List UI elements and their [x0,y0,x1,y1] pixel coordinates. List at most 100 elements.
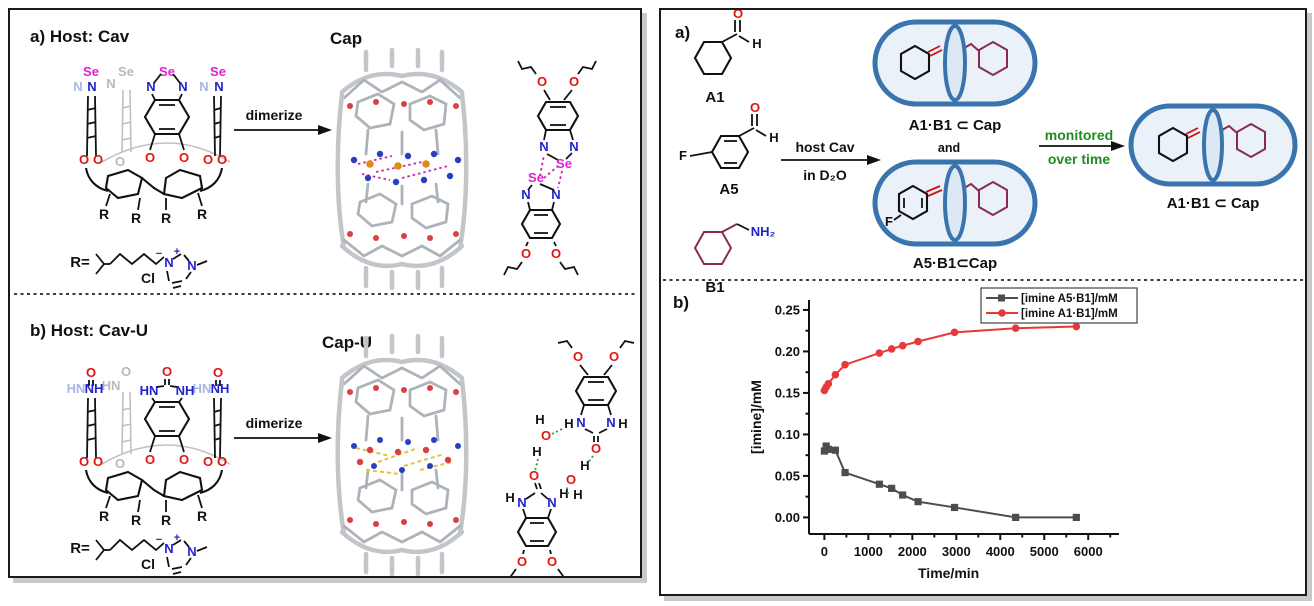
amine-b1-structure: NH₂ B1 [693,223,775,296]
hn-label: HN [140,383,159,398]
r-substituent-label: R [197,508,207,524]
ghost-hn-label: HN [102,378,121,393]
complex-a1b1-capsule: N A1·B1 ⊂ Cap [872,19,1038,134]
o-label: O [145,452,155,467]
data-point-circle [1011,324,1020,333]
r-substituent-label: R [161,512,171,528]
h-label: H [752,36,761,51]
n-label: N [576,415,585,430]
reactant-a5-label: A5 [719,181,738,198]
plus-charge: + [174,532,180,544]
n-label: N [87,79,96,94]
right-panel-experiment: a) O H A1 F O H A [659,6,1307,596]
data-point-square [875,480,883,488]
chart-legend [980,287,1138,324]
r-substituent-label: R [197,206,207,222]
y-tick-label: 0.15 [775,385,800,400]
o-label: O [213,365,223,380]
legend-marker-circle [998,309,1006,317]
h-label: H [618,416,627,431]
y-tick-label: 0.05 [775,468,800,483]
arrowhead [318,125,332,135]
o-label: O [537,74,547,89]
o-label: O [609,349,619,364]
conjunction-and: and [938,141,960,155]
n-label: N [178,79,187,94]
y-tick-label: 0.00 [775,510,800,525]
complex3-label: A1·B1 ⊂ Cap [1167,195,1260,212]
ghost-n-label: N [73,79,82,94]
monitored-arrow: monitored over time [1039,127,1125,167]
data-point-square [950,503,959,512]
f-label: F [885,214,893,229]
reaction-arrow: host Cav in D₂O [781,139,881,183]
x-tick-label: 4000 [986,544,1015,559]
reactant-b1-label: B1 [705,279,724,296]
o-label: O [750,100,760,115]
o-label: O [521,246,531,261]
n-label: N [547,495,556,510]
n-label: N [214,79,223,94]
legend-entry-label: [imine A5·B1]/mM [1021,293,1118,305]
nh-label: NH [85,381,104,396]
monitor-label-bottom: over time [1048,151,1110,167]
data-point-circle [875,349,884,357]
h-label: H [573,487,582,502]
x-tick-label: 3000 [942,544,971,559]
data-point-circle [898,341,907,350]
o-label: O [79,454,89,469]
imidazole-n: N [187,258,196,273]
plus-charge: + [174,246,180,258]
kinetics-chart: 0 1000 2000 3000 4000 5000 6000 0.00 0.05 0.10 0.1… [748,287,1138,581]
r-substituent-label: R [131,210,141,226]
y-tick-label: 0.20 [775,344,800,359]
data-point-square [1012,513,1020,522]
selenadiazole-inset: O O N N Se Se N N O [503,60,597,276]
legend-entry-label: [imine A1·B1]/mM [1021,308,1118,320]
aldehyde-a1-structure: O H A1 [693,6,762,106]
urea-o-label: O [529,468,539,483]
o-label: O [217,454,227,469]
left-section-a-title: a) Host: Cav [30,27,130,46]
cap-label: Cap [330,29,362,48]
reaction-condition-top: host Cav [795,139,854,155]
n-label: N [551,187,560,202]
se-label: Se [210,64,226,79]
complex1-label: A1·B1 ⊂ Cap [909,117,1002,134]
imidazolium-n-plus: N [164,541,173,556]
o-label: O [203,454,213,469]
o-label: O [145,150,155,165]
monitor-label-top: monitored [1045,127,1113,143]
cap-u-label: Cap-U [322,333,372,352]
data-point-square [841,468,849,477]
cap-u-3d-model [338,336,467,574]
nh-label: NH [211,381,230,396]
se-label: Se [556,156,572,171]
x-tick-label: 6000 [1074,544,1103,559]
h-label: H [769,130,778,145]
chloride-counterion: Cl [141,270,155,286]
arrowhead [1111,141,1125,151]
ghost-o-label: O [115,456,125,471]
o-label: O [179,150,189,165]
capsule-seam [943,24,967,102]
h-label: H [559,486,568,501]
x-tick-label: 5000 [1030,544,1059,559]
r-substituent-label: R [131,512,141,528]
o-label: O [93,454,103,469]
arrowhead [867,155,881,165]
x-axis-title: Time/min [918,565,979,581]
x-tick-label: 2000 [898,544,927,559]
data-point-square [831,446,839,454]
y-tick-label: 0.25 [775,302,800,317]
h-label: H [505,490,514,505]
r-group-definition-b: R= N + − N Cl [70,532,208,575]
o-label: O [569,74,579,89]
h-label: H [564,416,573,431]
cavitand-cav-u-structure: O HN O HN NH O HN NH O HN NH [67,364,231,528]
water-o-label: O [566,472,576,487]
cap-chalcogen-band [350,150,462,186]
o-label: O [79,152,89,167]
dimerize-label: dimerize [246,415,303,431]
